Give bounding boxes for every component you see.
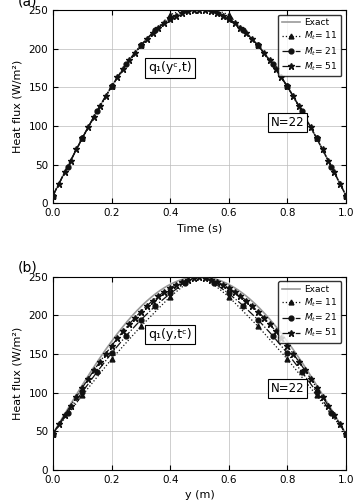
Y-axis label: Heat flux (W/m²): Heat flux (W/m²) — [13, 60, 23, 154]
X-axis label: Time (s): Time (s) — [177, 224, 222, 234]
Text: q₁(y,tᶜ): q₁(y,tᶜ) — [148, 328, 192, 341]
Legend: Exact, $M_t$= 11, $M_t$= 21, $M_t$= 51: Exact, $M_t$= 11, $M_t$= 21, $M_t$= 51 — [278, 14, 341, 76]
Y-axis label: Heat flux (W/m²): Heat flux (W/m²) — [13, 326, 23, 420]
Text: N=22: N=22 — [270, 116, 304, 128]
Text: (b): (b) — [18, 261, 37, 275]
X-axis label: y (m): y (m) — [185, 490, 214, 500]
Text: q₁(yᶜ,t): q₁(yᶜ,t) — [148, 62, 192, 74]
Legend: Exact, $M_t$= 11, $M_t$= 21, $M_t$= 51: Exact, $M_t$= 11, $M_t$= 21, $M_t$= 51 — [278, 281, 341, 343]
Text: (a): (a) — [18, 0, 37, 8]
Text: N=22: N=22 — [270, 382, 304, 396]
